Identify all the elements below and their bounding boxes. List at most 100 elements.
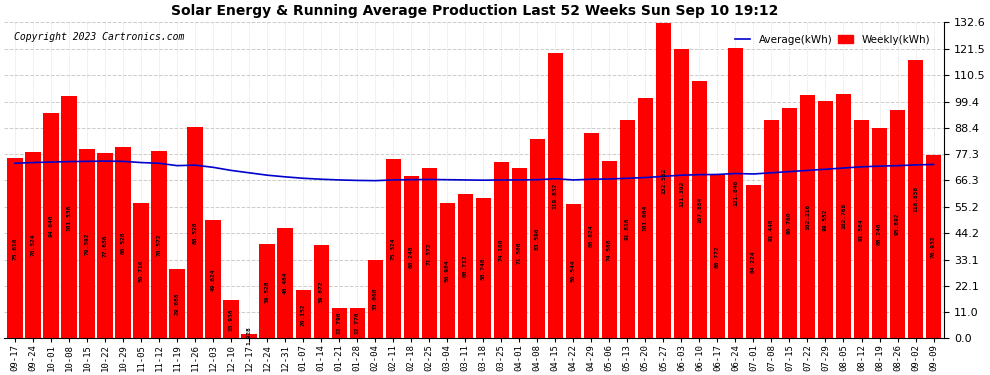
Bar [728,48,743,338]
Bar [584,134,599,338]
Bar [314,245,329,338]
Text: 107.884: 107.884 [697,197,702,223]
Bar [97,153,113,338]
Text: 12.776: 12.776 [354,312,359,334]
Bar [422,168,437,338]
Text: 88.240: 88.240 [877,222,882,245]
Text: 29.088: 29.088 [174,292,179,315]
Bar [332,308,346,338]
Text: 12.796: 12.796 [337,312,342,334]
Text: 96.760: 96.760 [787,212,792,234]
Text: 77.636: 77.636 [103,235,108,257]
Bar [79,149,95,338]
Bar [745,185,761,338]
Bar [710,174,725,338]
Text: 71.500: 71.500 [517,242,522,264]
Bar [620,120,635,338]
Text: Copyright 2023 Cartronics.com: Copyright 2023 Cartronics.com [14,32,184,42]
Bar [169,269,185,338]
Bar [530,139,544,338]
Text: 121.840: 121.840 [733,180,738,206]
Bar [764,120,779,338]
Bar [295,290,311,338]
Bar [800,95,815,338]
Bar [385,159,401,338]
Text: 33.008: 33.008 [372,288,378,310]
Bar [367,260,383,338]
Bar [512,168,527,338]
Text: 80.528: 80.528 [121,231,126,254]
Bar [134,203,148,338]
Bar [565,204,581,338]
Bar [349,308,365,338]
Text: 64.224: 64.224 [751,251,756,273]
Text: 46.464: 46.464 [282,272,288,294]
Bar [206,220,221,338]
Text: 86.024: 86.024 [589,225,594,247]
Text: 39.528: 39.528 [264,280,269,303]
Bar [692,81,707,338]
Bar [277,228,293,338]
Text: 56.984: 56.984 [445,259,449,282]
Bar [187,128,203,338]
Text: 1.928: 1.928 [247,327,251,345]
Text: 58.748: 58.748 [481,257,486,280]
Legend: Average(kWh), Weekly(kWh): Average(kWh), Weekly(kWh) [731,30,935,49]
Text: 101.064: 101.064 [643,205,647,231]
Bar [224,300,239,338]
Bar [638,98,653,338]
Text: 99.552: 99.552 [823,209,828,231]
Bar [44,113,58,338]
Text: 121.392: 121.392 [679,181,684,207]
Text: 20.152: 20.152 [301,303,306,326]
Text: 83.596: 83.596 [535,228,540,250]
Bar [26,152,41,338]
Bar [404,176,419,338]
Text: 88.528: 88.528 [193,222,198,244]
Text: 78.572: 78.572 [156,234,161,256]
Text: 56.716: 56.716 [139,260,144,282]
Text: 74.568: 74.568 [607,238,612,261]
Bar [116,147,131,338]
Bar [853,120,869,338]
Bar [908,60,924,338]
Bar [547,53,563,338]
Text: 91.584: 91.584 [859,218,864,240]
Bar [655,22,671,338]
Text: 116.856: 116.856 [913,186,918,212]
Text: 68.248: 68.248 [409,246,414,268]
Bar [61,96,76,338]
Bar [457,194,473,338]
Bar [926,155,941,338]
Text: 101.536: 101.536 [66,204,71,231]
Text: 74.100: 74.100 [499,239,504,261]
Text: 15.936: 15.936 [229,308,234,331]
Text: 78.324: 78.324 [31,234,36,256]
Bar [475,198,491,338]
Bar [674,49,689,338]
Text: 49.624: 49.624 [211,268,216,291]
Text: 76.932: 76.932 [931,236,937,258]
Title: Solar Energy & Running Average Production Last 52 Weeks Sun Sep 10 19:12: Solar Energy & Running Average Productio… [170,4,778,18]
Bar [7,158,23,338]
Bar [242,334,256,338]
Bar [818,101,834,338]
Text: 91.816: 91.816 [625,218,630,240]
Text: 91.448: 91.448 [769,218,774,241]
Text: 71.372: 71.372 [427,242,432,265]
Text: 119.832: 119.832 [552,183,557,209]
Bar [602,161,617,338]
Bar [872,128,887,338]
Text: 102.216: 102.216 [805,204,810,230]
Text: 75.616: 75.616 [13,237,18,260]
Text: 56.544: 56.544 [571,260,576,282]
Bar [259,244,275,338]
Text: 95.892: 95.892 [895,213,900,236]
Bar [440,202,454,338]
Bar [836,93,851,338]
Text: 68.772: 68.772 [715,245,720,268]
Text: 94.640: 94.640 [49,214,53,237]
Bar [782,108,797,338]
Bar [494,162,509,338]
Bar [151,151,166,338]
